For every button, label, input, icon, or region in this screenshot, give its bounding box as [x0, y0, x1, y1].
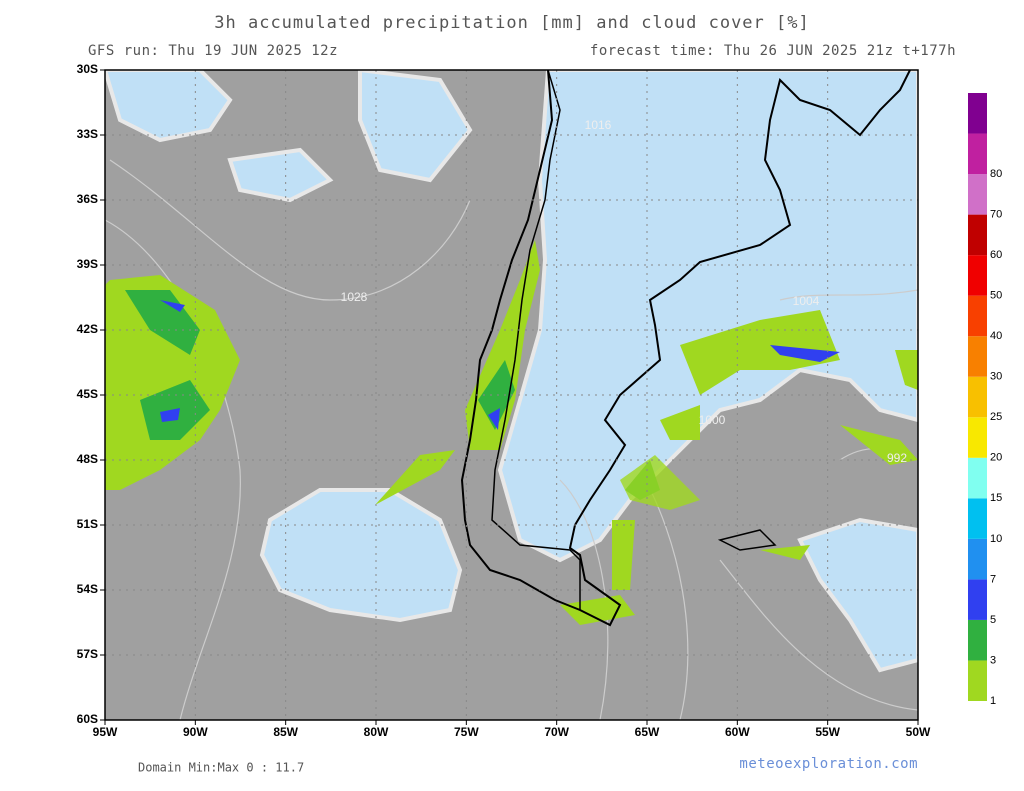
lat-tick-label: 57S: [77, 647, 98, 661]
contour-label: 992: [887, 451, 907, 465]
colorbar-box: [968, 660, 987, 701]
colorbar-label: 3: [990, 654, 996, 666]
colorbar-label: 80: [990, 168, 1002, 180]
colorbar-box: [968, 538, 987, 580]
colorbar-label: 70: [990, 209, 1002, 221]
site-credit: meteoexploration.com: [739, 756, 918, 772]
contour-label: 1000: [699, 413, 726, 427]
border: [491, 70, 581, 610]
lon-tick-label: 80W: [364, 725, 389, 739]
lat-tick-label: 54S: [77, 582, 98, 596]
lon-tick-label: 90W: [183, 725, 208, 739]
lon-tick-label: 65W: [635, 725, 660, 739]
lat-tick-label: 48S: [77, 452, 98, 466]
colorbar-box: [968, 133, 987, 175]
colorbar-box: [968, 295, 987, 337]
colorbar-box: [968, 174, 987, 215]
colorbar-box: [968, 336, 987, 377]
lon-tick-label: 55W: [815, 725, 840, 739]
lat-tick-label: 45S: [77, 387, 98, 401]
lat-tick-label: 30S: [77, 62, 98, 76]
colorbar-box: [968, 457, 987, 499]
colorbar-label: 10: [990, 533, 1002, 545]
lon-tick-label: 75W: [454, 725, 479, 739]
colorbar-box: [968, 255, 987, 296]
min-max: Domain Min:Max 0 : 11.7: [138, 761, 304, 775]
falklands: [717, 529, 777, 551]
colorbar-label: 15: [990, 492, 1002, 504]
run-info: GFS run: Thu 19 JUN 2025 12z: [88, 43, 338, 59]
colorbar-label: 20: [990, 452, 1002, 464]
forecast-info: forecast time: Thu 26 JUN 2025 21z t+177…: [590, 43, 956, 59]
lon-tick-label: 95W: [93, 725, 118, 739]
colorbar: 1 3 5 7 10 15 20 25 30 40 50 60 70 80: [968, 93, 1002, 707]
colorbar-label: 1: [990, 695, 996, 707]
axis-ticks: 95W 90W 85W 80W 75W 70W 65W 60W 55W 50W 30S 33S 36S 3…: [77, 62, 931, 739]
colorbar-label: 7: [990, 573, 996, 585]
lon-tick-label: 70W: [544, 725, 569, 739]
colorbar-label: 25: [990, 411, 1002, 423]
contour-label: 1028: [341, 290, 368, 304]
colorbar-label: 50: [990, 290, 1002, 302]
map-area: 1028 1004 1000 992 1016: [105, 70, 918, 720]
title: 3h accumulated precipitation [mm] and cl…: [214, 13, 809, 33]
colorbar-box: [968, 579, 987, 620]
precipitation: [105, 240, 918, 625]
lat-tick-label: 39S: [77, 257, 98, 271]
contour-label: 1016: [585, 118, 612, 132]
colorbar-box: [968, 619, 987, 661]
lon-tick-label: 60W: [725, 725, 750, 739]
colorbar-label: 30: [990, 371, 1002, 383]
colorbar-box: [968, 214, 987, 256]
lat-tick-label: 33S: [77, 127, 98, 141]
colorbar-label: 60: [990, 249, 1002, 261]
colorbar-label: 40: [990, 330, 1002, 342]
graticule: [105, 70, 918, 720]
lon-tick-label: 85W: [273, 725, 298, 739]
colorbar-box: [968, 417, 987, 458]
colorbar-box: [968, 93, 987, 134]
colorbar-label: 5: [990, 614, 996, 626]
colorbar-box: [968, 498, 987, 539]
lat-tick-label: 42S: [77, 322, 98, 336]
lon-tick-label: 50W: [906, 725, 931, 739]
colorbar-box: [968, 376, 987, 418]
lat-tick-label: 51S: [77, 517, 98, 531]
lat-tick-label: 36S: [77, 192, 98, 206]
contour-label: 1004: [793, 294, 820, 308]
lat-tick-label: 60S: [77, 712, 98, 726]
